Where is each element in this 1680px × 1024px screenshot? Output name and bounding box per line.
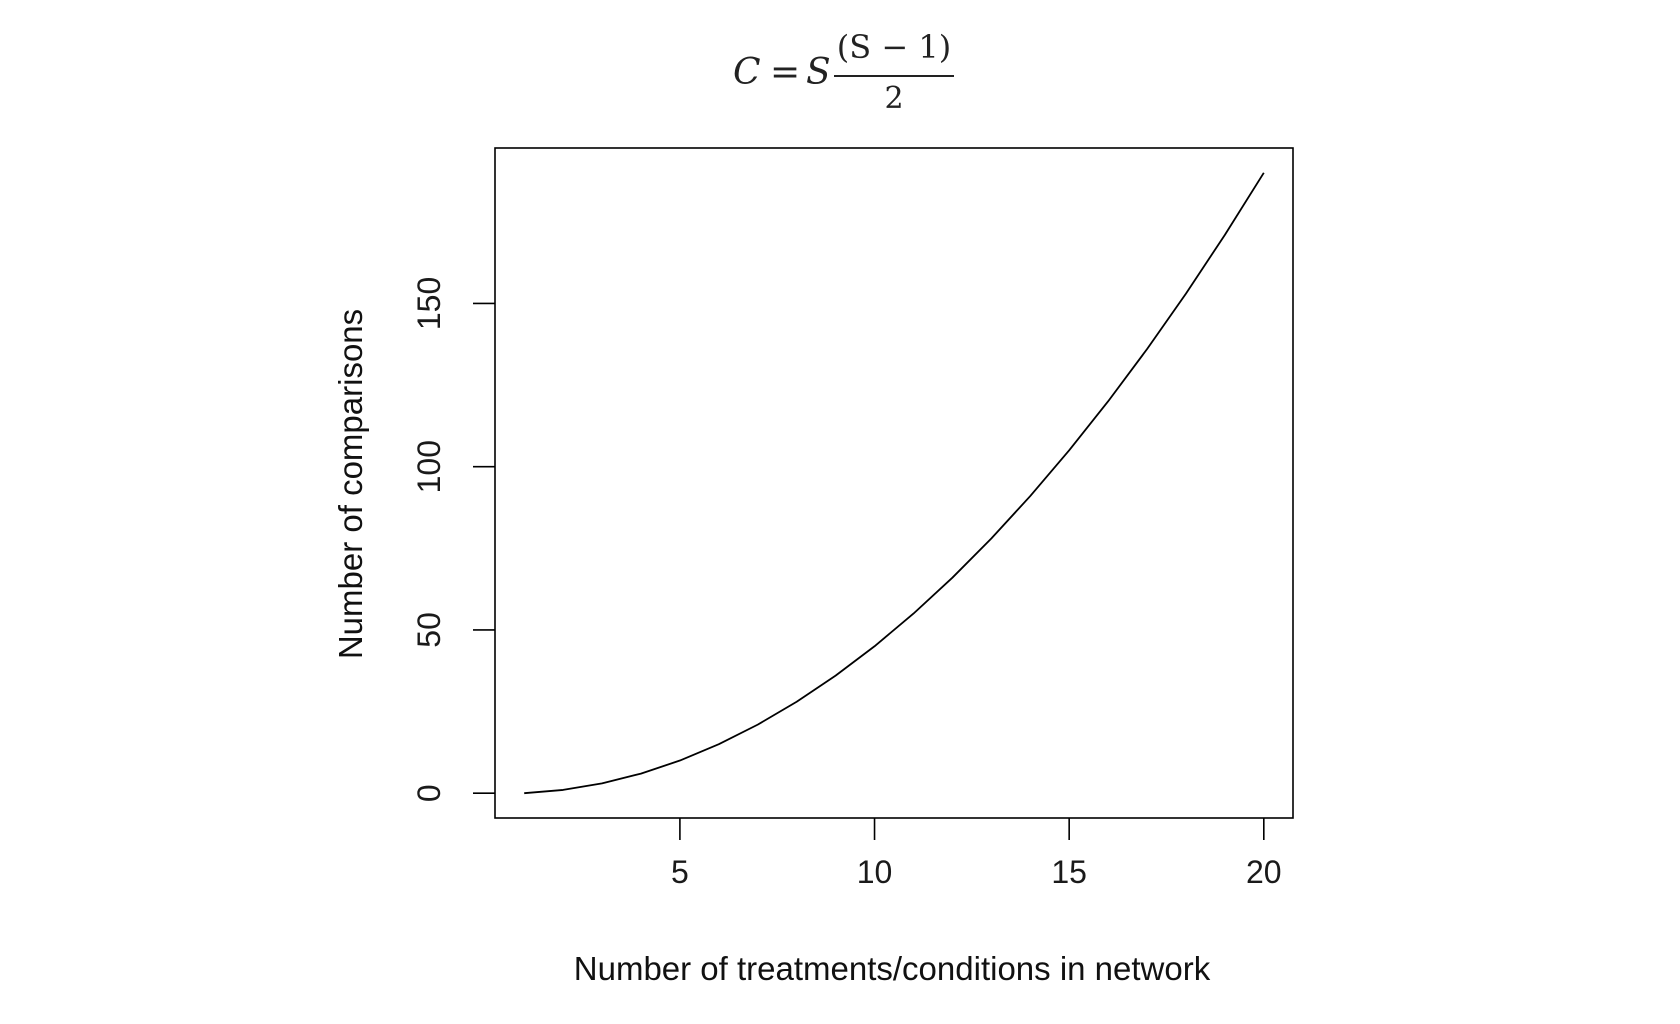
y-tick-label: 150 (411, 277, 447, 330)
x-tick-label: 10 (857, 854, 893, 890)
x-tick-label: 5 (671, 854, 689, 890)
series-line (524, 172, 1265, 795)
x-tick-label: 20 (1246, 854, 1282, 890)
y-axis-label: Number of comparisons (332, 309, 369, 659)
plot-frame (494, 147, 1294, 819)
y-tick-label: 100 (411, 440, 447, 493)
y-tick-label: 0 (411, 784, 447, 802)
x-axis-label: Number of treatments/conditions in netwo… (574, 950, 1211, 987)
x-tick-label: 15 (1051, 854, 1087, 890)
y-tick-label: 50 (411, 612, 447, 648)
